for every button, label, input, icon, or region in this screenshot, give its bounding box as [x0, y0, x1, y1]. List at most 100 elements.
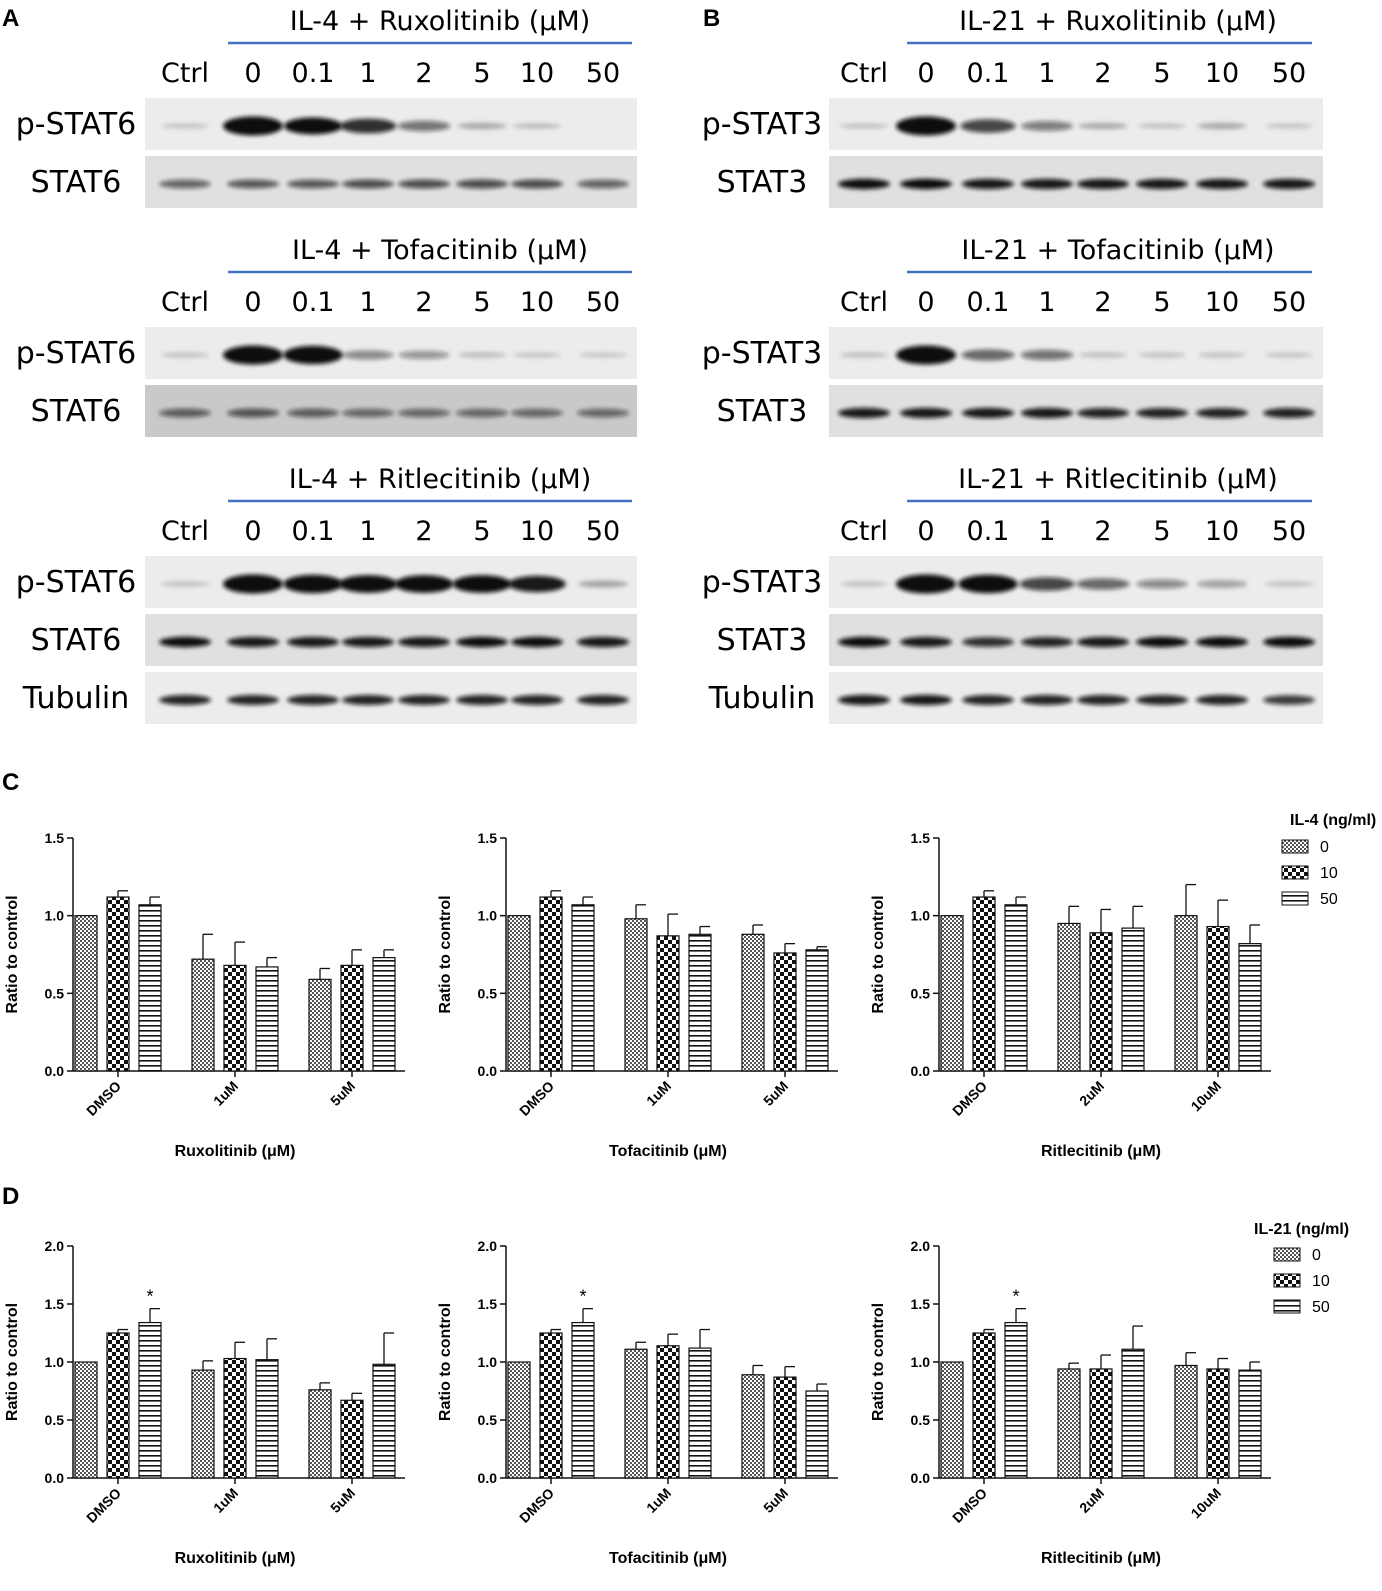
blot-band	[1077, 178, 1129, 190]
lane-label: 2	[415, 516, 432, 547]
blot-band	[398, 695, 450, 705]
y-tick-label: 1.5	[478, 830, 498, 846]
significance-star: *	[579, 1287, 586, 1307]
blot-band	[227, 408, 279, 418]
lane-label: 50	[586, 58, 620, 89]
blot-title: IL-21 + Ritlecitinib (μM)	[958, 464, 1278, 495]
bar	[1089, 1368, 1113, 1479]
blot-band	[962, 178, 1014, 190]
bar	[741, 933, 765, 1072]
legend-label: 50	[1320, 891, 1338, 908]
bar	[138, 1321, 162, 1479]
blot-title: IL-21 + Ruxolitinib (μM)	[959, 6, 1277, 37]
blot-block: IL-21 + Tofacitinib (μM) Ctrl 0 0.1 1 2 5 10 50 p…	[702, 235, 1323, 437]
x-tick-label: 2uM	[1076, 1078, 1107, 1109]
blot-band	[398, 408, 450, 418]
blot-band	[1197, 352, 1247, 358]
bar	[340, 964, 364, 1072]
blot-band	[223, 574, 283, 594]
legend-label: 10	[1312, 1273, 1330, 1290]
x-tick-label: DMSO	[949, 1485, 990, 1526]
blot-band	[512, 123, 562, 129]
lane-label: 5	[1153, 287, 1170, 318]
blot-band	[1077, 408, 1129, 418]
blot-band	[1019, 577, 1075, 591]
panel-letter-d: D	[2, 1183, 19, 1210]
protein-label: p-STAT3	[702, 336, 823, 371]
panel-a-western-blots: IL-4 + Ruxolitinib (μM)Ctrl 0 0.1 1 2 5 10 50p-…	[16, 6, 637, 724]
blot-block: IL-21 + Ritlecitinib (μM) Ctrl 0 0.1 1 2 5 10 50…	[702, 464, 1323, 724]
blot-title: IL-21 + Tofacitinib (μM)	[961, 235, 1274, 266]
bar	[507, 1361, 531, 1479]
bar	[940, 1361, 964, 1479]
lane-label: 2	[1094, 58, 1111, 89]
bar	[138, 904, 162, 1072]
blot-band	[900, 178, 952, 190]
blot-band	[839, 352, 889, 358]
blot-band	[896, 116, 956, 136]
lane-label: 0	[244, 58, 261, 89]
lane-label: 5	[1153, 58, 1170, 89]
protein-label: p-STAT3	[702, 565, 823, 600]
legend-swatch-10	[1281, 865, 1309, 880]
bar	[571, 1321, 595, 1479]
lane-label: 5	[473, 516, 490, 547]
blot-band	[1021, 695, 1073, 705]
lane-label: 2	[1094, 287, 1111, 318]
blot-band	[838, 694, 890, 706]
blot-band	[1136, 408, 1188, 418]
protein-label: p-STAT6	[16, 336, 137, 371]
panel-letter-b: B	[703, 5, 720, 32]
protein-label: STAT3	[717, 394, 808, 429]
y-tick-label: 1.5	[911, 1296, 931, 1312]
protein-label: STAT6	[31, 623, 122, 658]
lane-label: 0.1	[292, 287, 335, 318]
blot-band	[1263, 408, 1315, 418]
blot-band	[839, 123, 889, 129]
blot-band	[1078, 352, 1128, 358]
x-axis-label: Ritlecitinib (μM)	[1041, 1550, 1161, 1567]
bar	[624, 1348, 648, 1479]
bar	[1089, 932, 1113, 1072]
blot-band	[1137, 352, 1187, 358]
lane-label: 2	[415, 287, 432, 318]
blot-band	[457, 352, 507, 358]
panel-b-western-blots: IL-21 + Ruxolitinib (μM)Ctrl 0 0.1 1 2 5 10 50p…	[702, 6, 1323, 724]
blot-band	[839, 581, 889, 587]
y-tick-label: 0.5	[478, 985, 498, 1001]
panel-letter-c: C	[2, 769, 19, 796]
bar	[308, 1389, 332, 1479]
y-tick-label: 0.0	[478, 1470, 498, 1486]
bar	[656, 935, 680, 1072]
lane-label: 5	[473, 58, 490, 89]
lane-label: 10	[520, 58, 554, 89]
x-tick-label: 1uM	[210, 1078, 241, 1109]
protein-label: p-STAT6	[16, 565, 137, 600]
x-tick-label: DMSO	[516, 1078, 557, 1119]
blot-band	[452, 575, 512, 593]
blot-band	[398, 350, 450, 360]
legend-swatch-50	[1281, 891, 1309, 906]
blot-band	[1021, 637, 1073, 647]
blot-band	[962, 637, 1014, 647]
bar	[106, 896, 130, 1072]
blot-band	[511, 695, 563, 705]
blot-band	[339, 118, 397, 134]
lane-label: 5	[473, 287, 490, 318]
blot-band	[958, 574, 1018, 594]
blot-band	[287, 636, 339, 648]
lane-label: Ctrl	[840, 58, 888, 89]
bar	[656, 1345, 680, 1479]
bar	[972, 896, 996, 1072]
bar	[340, 1399, 364, 1479]
lane-label: Ctrl	[161, 516, 209, 547]
blot-band	[1196, 695, 1248, 705]
blot-band	[1263, 695, 1315, 705]
bar	[1057, 922, 1081, 1072]
blot-band	[1264, 123, 1314, 129]
blot-band	[1136, 636, 1188, 648]
blot-band	[398, 636, 450, 648]
x-tick-label: DMSO	[83, 1078, 124, 1119]
panel-letter-a: A	[2, 5, 19, 32]
blot-block: IL-21 + Ruxolitinib (μM) Ctrl 0 0.1 1 2 5 10 50 p…	[702, 6, 1323, 208]
